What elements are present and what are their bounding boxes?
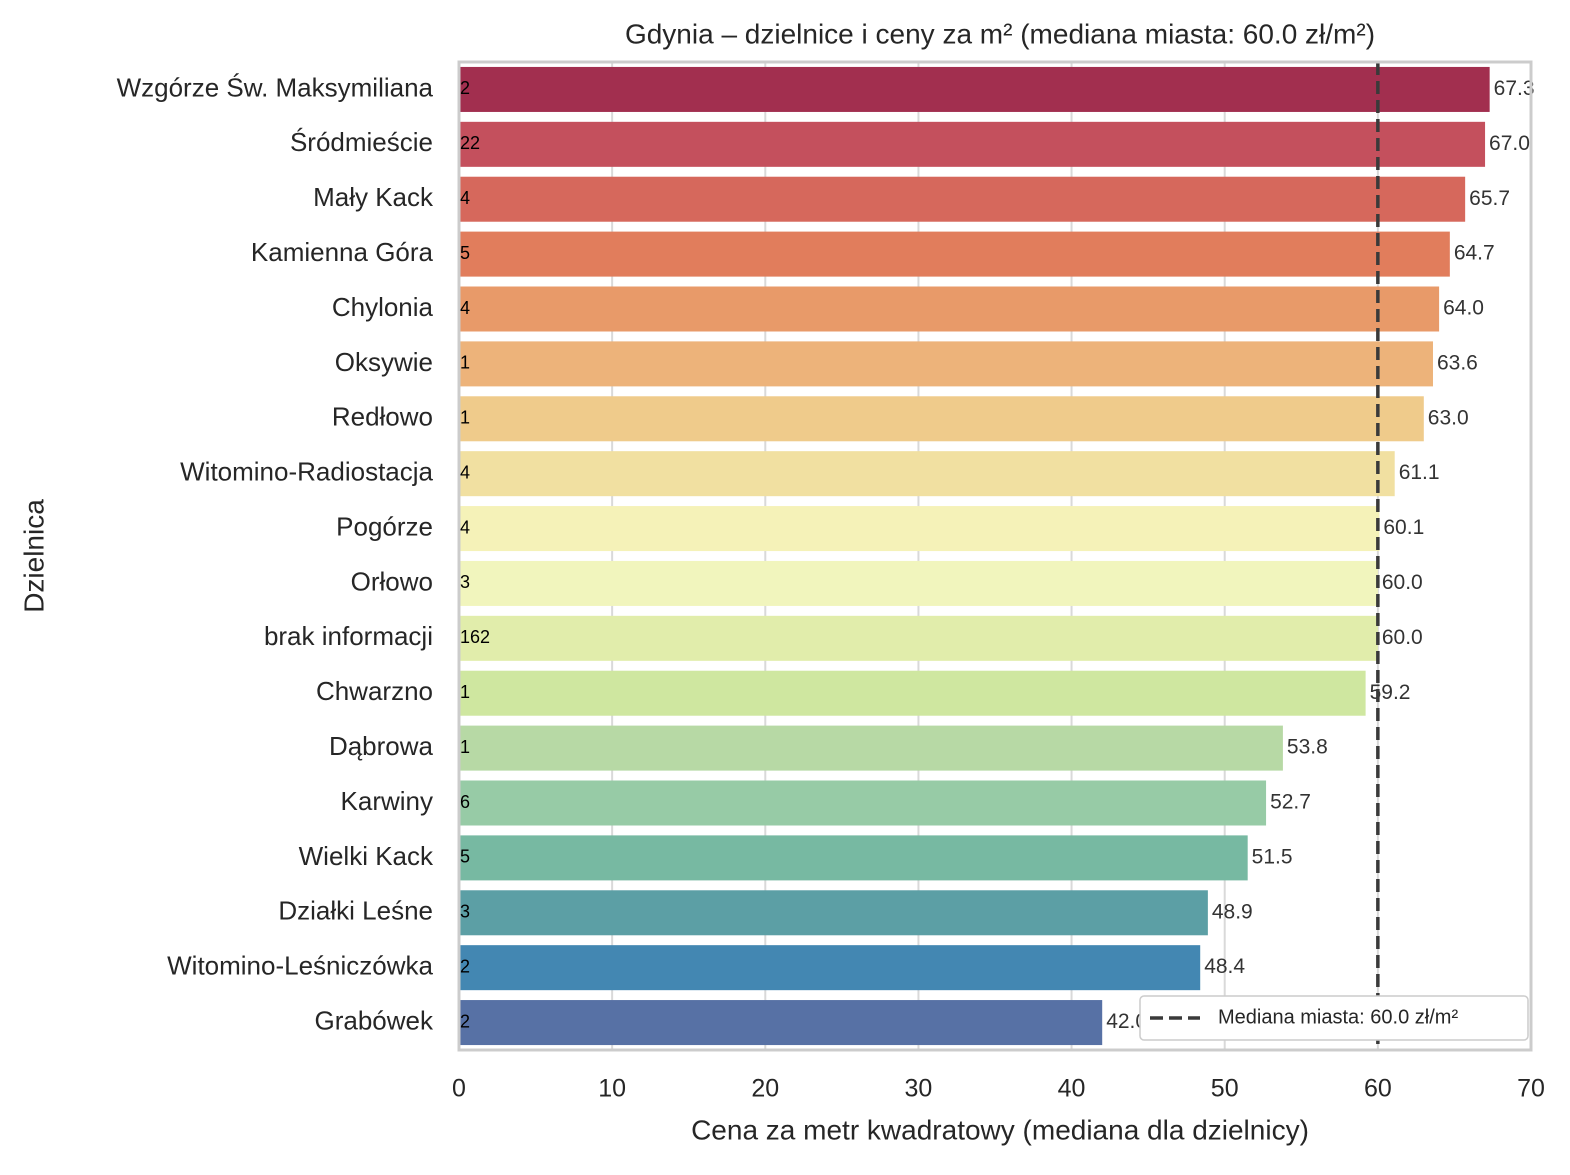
value-label: 42.0	[1106, 1010, 1147, 1033]
bar	[459, 286, 1440, 332]
count-label: 6	[460, 792, 470, 812]
bar	[459, 890, 1208, 936]
count-label: 162	[460, 627, 490, 647]
y-tick-label: Grabówek	[315, 1005, 434, 1035]
bar	[459, 396, 1424, 442]
value-label: 64.7	[1454, 242, 1495, 265]
value-label: 64.0	[1443, 297, 1484, 320]
y-axis-label: Dzielnica	[18, 499, 49, 613]
bar	[459, 176, 1466, 222]
count-label: 1	[460, 682, 470, 702]
legend-label: Mediana miasta: 60.0 zł/m²	[1218, 1006, 1458, 1028]
count-label: 2	[460, 78, 470, 98]
bar	[459, 725, 1283, 771]
y-tick-label: Działki Leśne	[278, 896, 433, 926]
value-label: 63.0	[1428, 406, 1469, 429]
bar	[459, 506, 1380, 552]
bar	[459, 121, 1486, 167]
value-label: 51.5	[1252, 845, 1293, 868]
y-tick-label: Karwiny	[341, 786, 433, 816]
value-label: 63.6	[1437, 351, 1478, 374]
value-label: 59.2	[1370, 681, 1411, 704]
value-label: 67.3	[1494, 77, 1535, 100]
y-tick-label: Wzgórze Św. Maksymiliana	[117, 72, 434, 102]
count-label: 4	[460, 462, 470, 482]
bar	[459, 780, 1267, 826]
x-tick-label: 50	[1211, 1075, 1239, 1103]
y-tick-label: Oksywie	[335, 347, 433, 377]
count-label: 5	[460, 847, 470, 867]
y-tick-label: Wielki Kack	[299, 841, 434, 871]
count-label: 22	[460, 133, 480, 153]
count-label: 5	[460, 243, 470, 263]
count-label: 2	[460, 1011, 470, 1031]
bar	[459, 451, 1395, 497]
legend-box	[1139, 995, 1529, 1041]
y-tick-label: Redłowo	[332, 402, 433, 432]
y-tick-label: Orłowo	[351, 566, 433, 596]
bar	[459, 945, 1201, 991]
y-tick-label: Śródmieście	[290, 127, 433, 157]
x-tick-label: 40	[1058, 1075, 1086, 1103]
bar	[459, 231, 1450, 277]
value-label: 61.1	[1399, 461, 1440, 484]
x-tick-label: 60	[1364, 1075, 1392, 1103]
count-label: 1	[460, 353, 470, 373]
chart-title: Gdynia – dzielnice i ceny za m² (mediana…	[625, 18, 1375, 49]
y-tick-label: Dąbrowa	[329, 731, 434, 761]
frame	[457, 60, 1533, 1052]
count-label: 3	[460, 572, 470, 592]
y-tick-label: Mały Kack	[313, 182, 434, 212]
x-tick-label: 70	[1517, 1075, 1545, 1103]
x-tick-label: 0	[452, 1075, 466, 1103]
x-axis-label: Cena za metr kwadratowy (mediana dla dzi…	[691, 1114, 1309, 1145]
count-label: 4	[460, 517, 470, 537]
value-label: 48.4	[1204, 955, 1245, 978]
bar	[459, 66, 1490, 112]
y-tick-label: Pogórze	[336, 511, 433, 541]
count-label: 1	[460, 737, 470, 757]
count-label: 2	[460, 956, 470, 976]
bar	[459, 835, 1248, 881]
bar	[459, 615, 1378, 661]
bar	[459, 1000, 1103, 1046]
count-label: 4	[460, 188, 470, 208]
y-tick-label: Witomino-Leśniczówka	[167, 951, 433, 981]
bar	[459, 341, 1433, 387]
x-tick-label: 20	[751, 1075, 779, 1103]
x-tick-label: 10	[598, 1075, 626, 1103]
y-tick-label: Witomino-Radiostacja	[180, 457, 433, 487]
value-label: 67.0	[1489, 132, 1530, 155]
bar	[459, 560, 1378, 606]
value-label: 53.8	[1287, 736, 1328, 759]
value-label: 60.1	[1383, 516, 1424, 539]
value-label: 52.7	[1270, 791, 1311, 814]
count-label: 3	[460, 902, 470, 922]
y-tick-label: Kamienna Góra	[251, 237, 434, 267]
count-label: 4	[460, 298, 470, 318]
count-label: 1	[460, 408, 470, 428]
value-label: 48.9	[1212, 900, 1253, 923]
value-label: 60.0	[1382, 571, 1423, 594]
y-tick-label: brak informacji	[264, 621, 433, 651]
y-tick-label: Chylonia	[332, 292, 434, 322]
y-tick-label: Chwarzno	[316, 676, 433, 706]
bar	[459, 670, 1366, 716]
value-label: 60.0	[1382, 626, 1423, 649]
x-tick-label: 30	[905, 1075, 933, 1103]
value-label: 65.7	[1469, 187, 1510, 210]
